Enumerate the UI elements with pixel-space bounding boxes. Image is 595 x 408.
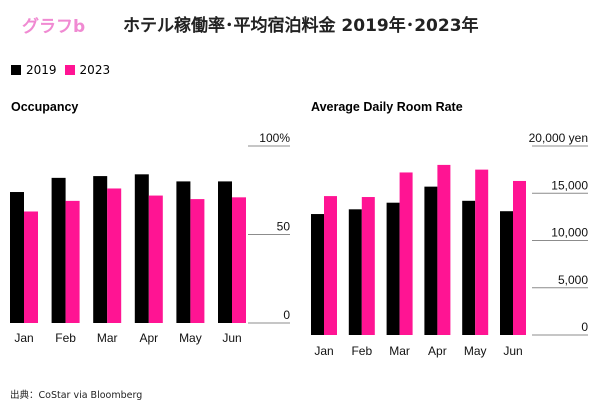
occupancy-bar-2023-apr bbox=[148, 195, 163, 323]
room-rate-category-label: May bbox=[464, 344, 487, 358]
occupancy-bar-2023-feb bbox=[65, 200, 80, 323]
occupancy-category-label: May bbox=[179, 331, 202, 345]
room-rate-bar-2023-feb bbox=[361, 197, 375, 335]
occupancy-category-label: Jun bbox=[222, 331, 241, 345]
room-rate-bar-2023-jun bbox=[513, 180, 526, 335]
legend-swatch-2023 bbox=[64, 65, 75, 75]
room-rate-category-label: Jun bbox=[503, 344, 522, 358]
occupancy-bar-2019-feb bbox=[51, 177, 66, 323]
occupancy-bar-2023-jun bbox=[232, 197, 246, 323]
occupancy-category-label: Apr bbox=[139, 331, 158, 345]
occupancy-category-label: Mar bbox=[97, 331, 118, 345]
occupancy-tick-label: 50 bbox=[277, 220, 291, 234]
occupancy-tick-label: 100% bbox=[259, 131, 290, 145]
occupancy-bar-2023-jan bbox=[24, 211, 38, 323]
occupancy-bar-2023-mar bbox=[107, 188, 122, 323]
room-rate-tick-label: 5,000 bbox=[558, 273, 588, 287]
room-rate-category-label: Jan bbox=[314, 344, 333, 358]
legend-label-2019: 2019 bbox=[26, 63, 57, 77]
room-rate-bar-2019-apr bbox=[424, 186, 438, 335]
legend-label-2023: 2023 bbox=[79, 63, 111, 77]
occupancy-bar-2019-jan bbox=[10, 192, 24, 323]
room-rate-tick-label: 10,000 bbox=[551, 226, 588, 240]
occupancy-bar-2019-mar bbox=[93, 176, 108, 323]
room-rate-chart-title: Average Daily Room Rate bbox=[311, 100, 463, 114]
room-rate-tick-label: 15,000 bbox=[551, 178, 588, 192]
room-rate-bar-2019-jan bbox=[311, 214, 324, 335]
occupancy-chart-title: Occupancy bbox=[11, 100, 79, 114]
legend-swatch-2019 bbox=[11, 65, 21, 75]
room-rate-category-label: Mar bbox=[389, 344, 410, 358]
occupancy-tick-label: 0 bbox=[283, 308, 290, 322]
legend: 2019 2023 bbox=[11, 63, 118, 77]
source-note: 出典：CoStar via Bloomberg bbox=[10, 390, 143, 401]
room-rate-tick-label: 0 bbox=[581, 320, 588, 334]
page-title: ホテル稼働率･平均宿泊料金 2019年･2023年 bbox=[123, 16, 479, 36]
room-rate-bar-2019-feb bbox=[348, 209, 362, 335]
room-rate-category-label: Apr bbox=[428, 344, 447, 358]
room-rate-bar-2023-may bbox=[475, 169, 489, 335]
occupancy-bar-2019-jun bbox=[218, 181, 232, 323]
room-rate-tick-label: 20,000 yen bbox=[529, 131, 588, 145]
room-rate-bar-2019-jun bbox=[500, 211, 513, 335]
occupancy-bar-2019-may bbox=[176, 181, 191, 323]
brand-logo: グラフb bbox=[22, 17, 86, 37]
room-rate-bar-2019-may bbox=[462, 200, 476, 335]
legend-item-2023: 2023 bbox=[64, 63, 111, 77]
room-rate-bar-2023-jan bbox=[324, 196, 337, 335]
room-rate-bar-2023-mar bbox=[399, 172, 413, 335]
room-rate-bar-2019-mar bbox=[386, 202, 400, 335]
occupancy-bar-2023-may bbox=[190, 199, 205, 323]
occupancy-category-label: Feb bbox=[55, 331, 76, 345]
occupancy-bar-2019-apr bbox=[134, 174, 149, 323]
room-rate-bar-2023-apr bbox=[437, 164, 451, 335]
legend-item-2019: 2019 bbox=[11, 63, 57, 77]
room-rate-category-label: Feb bbox=[351, 344, 372, 358]
occupancy-category-label: Jan bbox=[14, 331, 33, 345]
